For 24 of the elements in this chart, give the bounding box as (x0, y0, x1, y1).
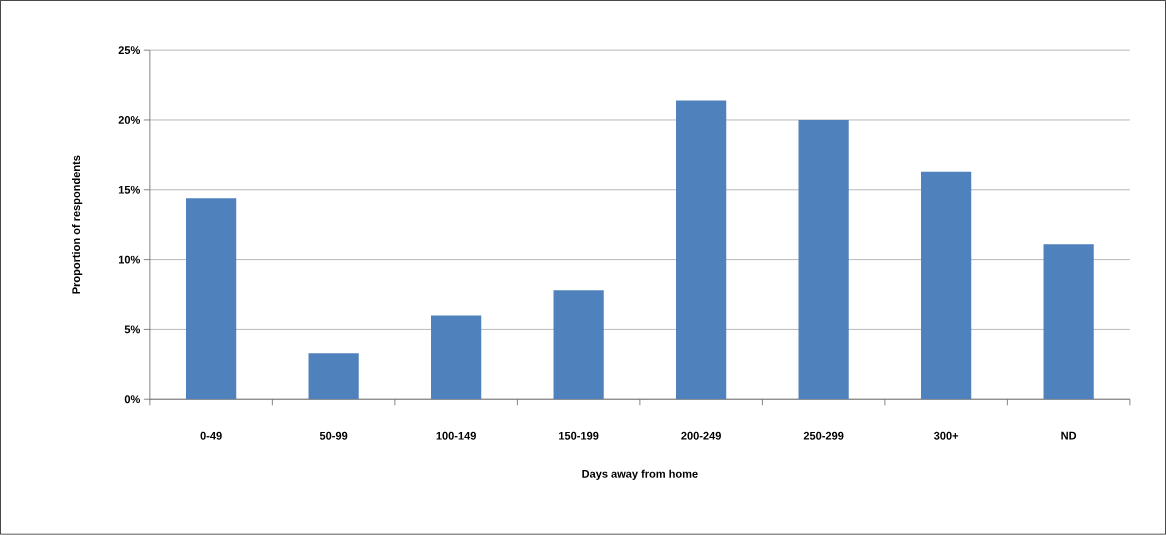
x-tick-label: 250-299 (803, 432, 844, 440)
bar (921, 171, 972, 400)
x-tick-label: 0-49 (200, 432, 222, 440)
bar (431, 315, 482, 400)
x-tick-label: 150-199 (559, 432, 599, 440)
y-tick-label: 25% (118, 46, 141, 55)
y-axis-title: Proportion of respondents (71, 155, 83, 294)
y-tick-label: 10% (118, 255, 141, 264)
x-tick-label: 100-149 (436, 432, 476, 440)
y-tick-label: 20% (118, 116, 141, 125)
bar (1043, 244, 1094, 400)
x-tick-label: 300+ (933, 432, 959, 440)
bar (676, 100, 727, 400)
bar (798, 120, 849, 400)
y-tick-label: 15% (118, 186, 141, 194)
bar (186, 198, 237, 400)
x-tick-label: 50-99 (319, 432, 348, 440)
x-axis-title: Days away from home (582, 469, 698, 481)
bar (553, 290, 604, 400)
y-tick-label: 5% (124, 325, 141, 334)
y-tick-label: 0% (124, 395, 141, 404)
x-tick-label: 200-249 (681, 432, 721, 440)
bar (308, 353, 359, 400)
x-tick-label: ND (1061, 432, 1077, 440)
